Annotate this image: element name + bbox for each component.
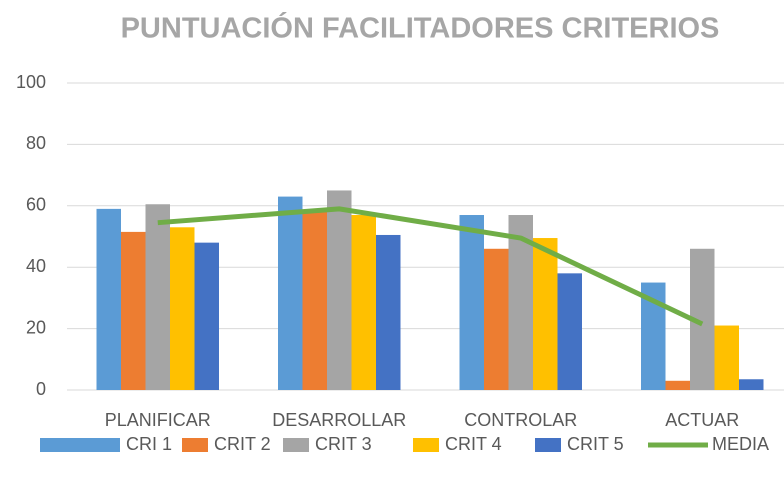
bar bbox=[145, 204, 170, 390]
x-tick-label: ACTUAR bbox=[665, 410, 739, 430]
x-tick-label: DESARROLLAR bbox=[272, 410, 406, 430]
y-tick-label: 40 bbox=[26, 256, 46, 276]
bar bbox=[170, 227, 195, 390]
legend-label: MEDIA bbox=[712, 434, 769, 454]
bar bbox=[557, 273, 582, 390]
bar bbox=[665, 380, 690, 390]
bar bbox=[96, 208, 121, 390]
bar bbox=[121, 231, 146, 390]
y-tick-label: 60 bbox=[26, 195, 46, 215]
legend-label: CRIT 2 bbox=[214, 434, 271, 454]
x-tick-label: PLANIFICAR bbox=[105, 410, 211, 430]
legend-swatch bbox=[413, 438, 439, 452]
y-tick-label: 100 bbox=[16, 72, 46, 92]
bar bbox=[739, 379, 764, 390]
legend-label: CRIT 5 bbox=[567, 434, 624, 454]
bar bbox=[194, 242, 219, 390]
bar bbox=[459, 215, 484, 390]
bar bbox=[351, 215, 376, 390]
bar bbox=[327, 190, 352, 390]
legend-swatch bbox=[182, 438, 208, 452]
legend-swatch bbox=[535, 438, 561, 452]
x-tick-label: CONTROLAR bbox=[464, 410, 577, 430]
line bbox=[157, 206, 704, 327]
legend-swatch bbox=[283, 438, 309, 452]
bar bbox=[302, 211, 327, 390]
bar bbox=[484, 248, 509, 390]
y-tick-label: 80 bbox=[26, 133, 46, 153]
legend-label: CRIT 3 bbox=[315, 434, 372, 454]
legend-label: CRI 1 bbox=[126, 434, 172, 454]
bar bbox=[278, 196, 303, 390]
y-tick-label: 20 bbox=[26, 317, 46, 337]
bar bbox=[714, 325, 739, 390]
bar bbox=[533, 238, 558, 390]
bar bbox=[376, 234, 401, 390]
chart-title: PUNTUACIÓN FACILITADORES CRITERIOS bbox=[121, 11, 720, 45]
y-tick-label: 0 bbox=[36, 379, 46, 399]
legend-label: CRIT 4 bbox=[445, 434, 502, 454]
legend-swatch bbox=[40, 438, 120, 452]
